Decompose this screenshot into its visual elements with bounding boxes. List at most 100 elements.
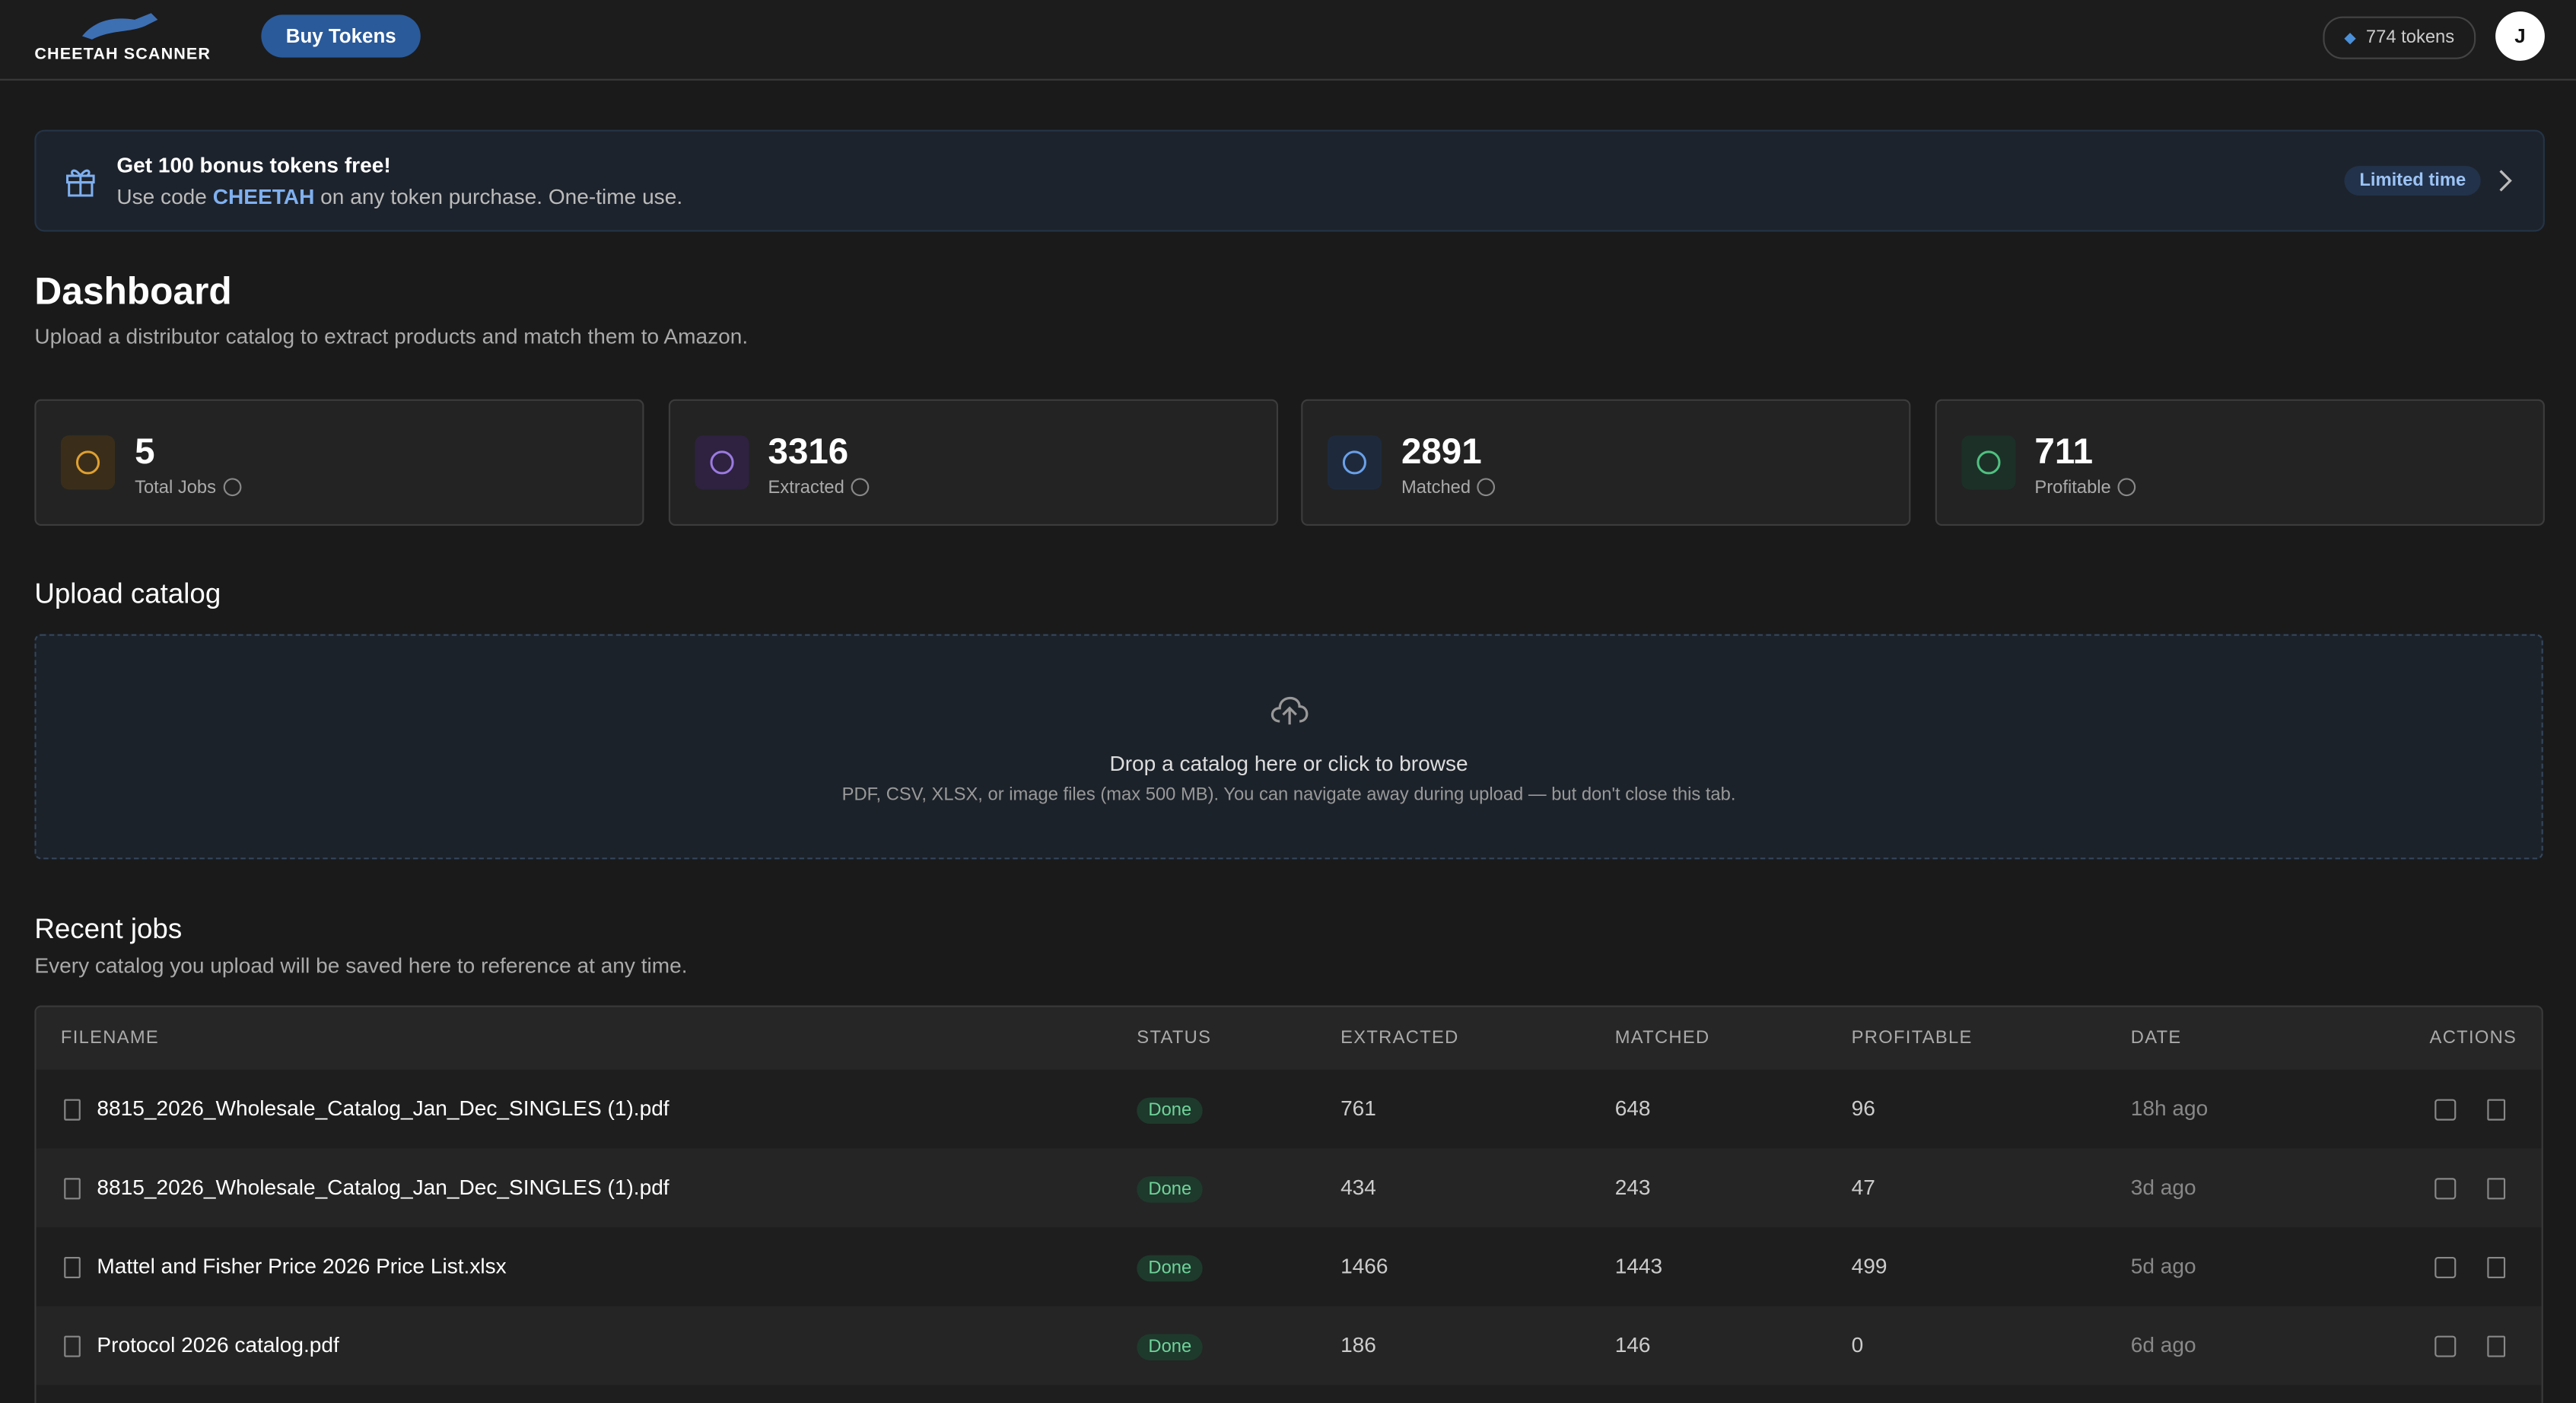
status-badge: Done <box>1137 1176 1204 1203</box>
banner-title: Get 100 bonus tokens free! <box>116 152 391 178</box>
cell: 5d ago <box>2130 1253 2196 1279</box>
column-header: PROFITABLE <box>1851 1028 1973 1048</box>
filename: Mattel and Fisher Price 2026 Price List.… <box>97 1253 507 1279</box>
table-row[interactable]: Mattel and Fisher Price 2026 Price List.… <box>36 1227 2542 1306</box>
icon <box>709 450 733 475</box>
section-title: Recent jobs <box>34 913 183 945</box>
edit-button[interactable] <box>2434 1256 2457 1279</box>
status-badge: Done <box>1137 1255 1204 1282</box>
banner-text: Use code CHEETAH on any token purchase. … <box>116 184 682 208</box>
cell: 434 <box>1340 1174 1376 1200</box>
stat-icon <box>694 435 749 490</box>
token-balance[interactable]: 774 tokens <box>2323 16 2476 59</box>
status-badge: Done <box>1137 1097 1204 1125</box>
stat-card: 5 Total Jobs <box>34 399 644 527</box>
status-cell: Done <box>1137 1227 1204 1306</box>
column-header: FILENAME <box>60 1028 160 1048</box>
edit-button[interactable] <box>2434 1099 2457 1121</box>
filename: Protocol 2026 catalog.pdf <box>97 1332 339 1357</box>
section-title: Upload catalog <box>34 578 221 610</box>
cell: 96 <box>1851 1096 1875 1121</box>
jobs-table: FILENAME STATUS EXTRACTED MATCHED PROFITABLE… <box>34 1005 2543 1403</box>
cell: 1466 <box>1340 1253 1388 1279</box>
stat-card: 711 Profitable <box>1934 399 2544 527</box>
cell: 761 <box>1340 1096 1376 1121</box>
stat-value: 2891 <box>1401 430 1482 472</box>
status-cell: Done <box>1137 1070 1204 1149</box>
cell: 1443 <box>1614 1253 1663 1279</box>
brand: CHEETAH SCANNER <box>34 46 211 65</box>
dropzone[interactable]: Drop a catalog here or click to browse P… <box>34 634 2543 860</box>
stat-value: 3316 <box>768 430 849 472</box>
cell: 6d ago <box>2130 1332 2196 1357</box>
upload-icon <box>1271 696 1309 725</box>
info-icon[interactable] <box>2116 478 2136 497</box>
table-row[interactable]: 8815_2026_Wholesale_Catalog_Jan_Dec_SING… <box>36 1069 2542 1149</box>
delete-button[interactable] <box>2487 1099 2506 1121</box>
icon <box>1342 450 1366 475</box>
file-icon <box>64 1256 81 1279</box>
promo-code: CHEETAH <box>212 183 315 209</box>
logo <box>81 13 158 40</box>
page-subtitle: Upload a distributor catalog to extract … <box>34 323 749 348</box>
column-header: ACTIONS <box>2429 1028 2517 1048</box>
info-icon[interactable] <box>850 478 869 497</box>
status-cell: Done <box>1137 1306 1204 1386</box>
stat-value: 5 <box>135 430 155 472</box>
dropzone-prompt: Drop a catalog here or click to browse <box>1109 750 1468 776</box>
filename: 8815_2026_Wholesale_Catalog_Jan_Dec_SING… <box>97 1174 669 1200</box>
info-icon[interactable] <box>223 478 242 497</box>
promo-banner[interactable]: Get 100 bonus tokens free! Use code CHEE… <box>34 129 2545 232</box>
cell: 47 <box>1851 1174 1875 1200</box>
delete-button[interactable] <box>2487 1335 2506 1357</box>
stat-icon <box>1327 435 1382 490</box>
stat-icon <box>1961 435 2015 490</box>
column-header: EXTRACTED <box>1340 1028 1459 1048</box>
chevron <box>2499 170 2512 192</box>
status-cell: Done <box>1137 1148 1204 1227</box>
stat-icon <box>60 435 116 490</box>
column-header: MATCHED <box>1614 1028 1710 1048</box>
cell: 186 <box>1340 1332 1376 1357</box>
stat-card: 2891 Matched <box>1301 399 1911 527</box>
delete-button[interactable] <box>2487 1178 2506 1200</box>
badge: Limited time <box>2344 166 2481 196</box>
stat-card: 3316 Extracted <box>667 399 1277 527</box>
table-row[interactable]: 8815_2026_Wholesale_Catalog_Jan_Dec_SING… <box>36 1148 2542 1228</box>
dropzone-hint: PDF, CSV, XLSX, or image files (max 500 … <box>841 785 1736 806</box>
stat-value: 711 <box>2034 430 2094 472</box>
buy-tokens-button[interactable]: Buy Tokens <box>261 14 421 58</box>
file-icon <box>64 1178 81 1200</box>
status-badge: Done <box>1137 1334 1204 1360</box>
gift-icon <box>66 169 95 197</box>
stat-label: Total Jobs <box>135 478 217 498</box>
icon <box>1976 450 2000 475</box>
edit-button[interactable] <box>2434 1178 2457 1200</box>
text: Use code <box>116 183 207 209</box>
filename: 8815_2026_Wholesale_Catalog_Jan_Dec_SING… <box>97 1096 669 1121</box>
cell: 499 <box>1851 1253 1887 1279</box>
stat-label: Profitable <box>2034 478 2111 498</box>
stat-label: Matched <box>1401 478 1471 498</box>
file-icon <box>64 1335 81 1357</box>
file-icon <box>64 1099 81 1121</box>
info-icon[interactable] <box>1477 478 1496 497</box>
text: on any token purchase. One-time use. <box>320 183 683 209</box>
edit-button[interactable] <box>2434 1335 2457 1357</box>
header: CHEETAH SCANNER Buy Tokens 774 tokens J <box>0 0 2576 81</box>
section-subtitle: Every catalog you upload will be saved h… <box>34 953 688 978</box>
column-header: STATUS <box>1137 1028 1212 1048</box>
table-header: FILENAME STATUS EXTRACTED MATCHED PROFITABLE… <box>36 1007 2542 1071</box>
page-title: Dashboard <box>34 269 232 313</box>
stat-label: Extracted <box>768 478 844 498</box>
table-row[interactable]: Protocol 2026 catalog.pdf Done 186 146 0 6d a… <box>36 1306 2542 1386</box>
cell: 243 <box>1614 1174 1651 1200</box>
cell: 3d ago <box>2130 1174 2196 1200</box>
delete-button[interactable] <box>2487 1256 2506 1279</box>
cell: 648 <box>1614 1096 1651 1121</box>
avatar[interactable]: J <box>2495 11 2545 61</box>
cell: 146 <box>1614 1332 1651 1357</box>
cell: 18h ago <box>2130 1096 2209 1121</box>
cell: 0 <box>1851 1332 1864 1357</box>
